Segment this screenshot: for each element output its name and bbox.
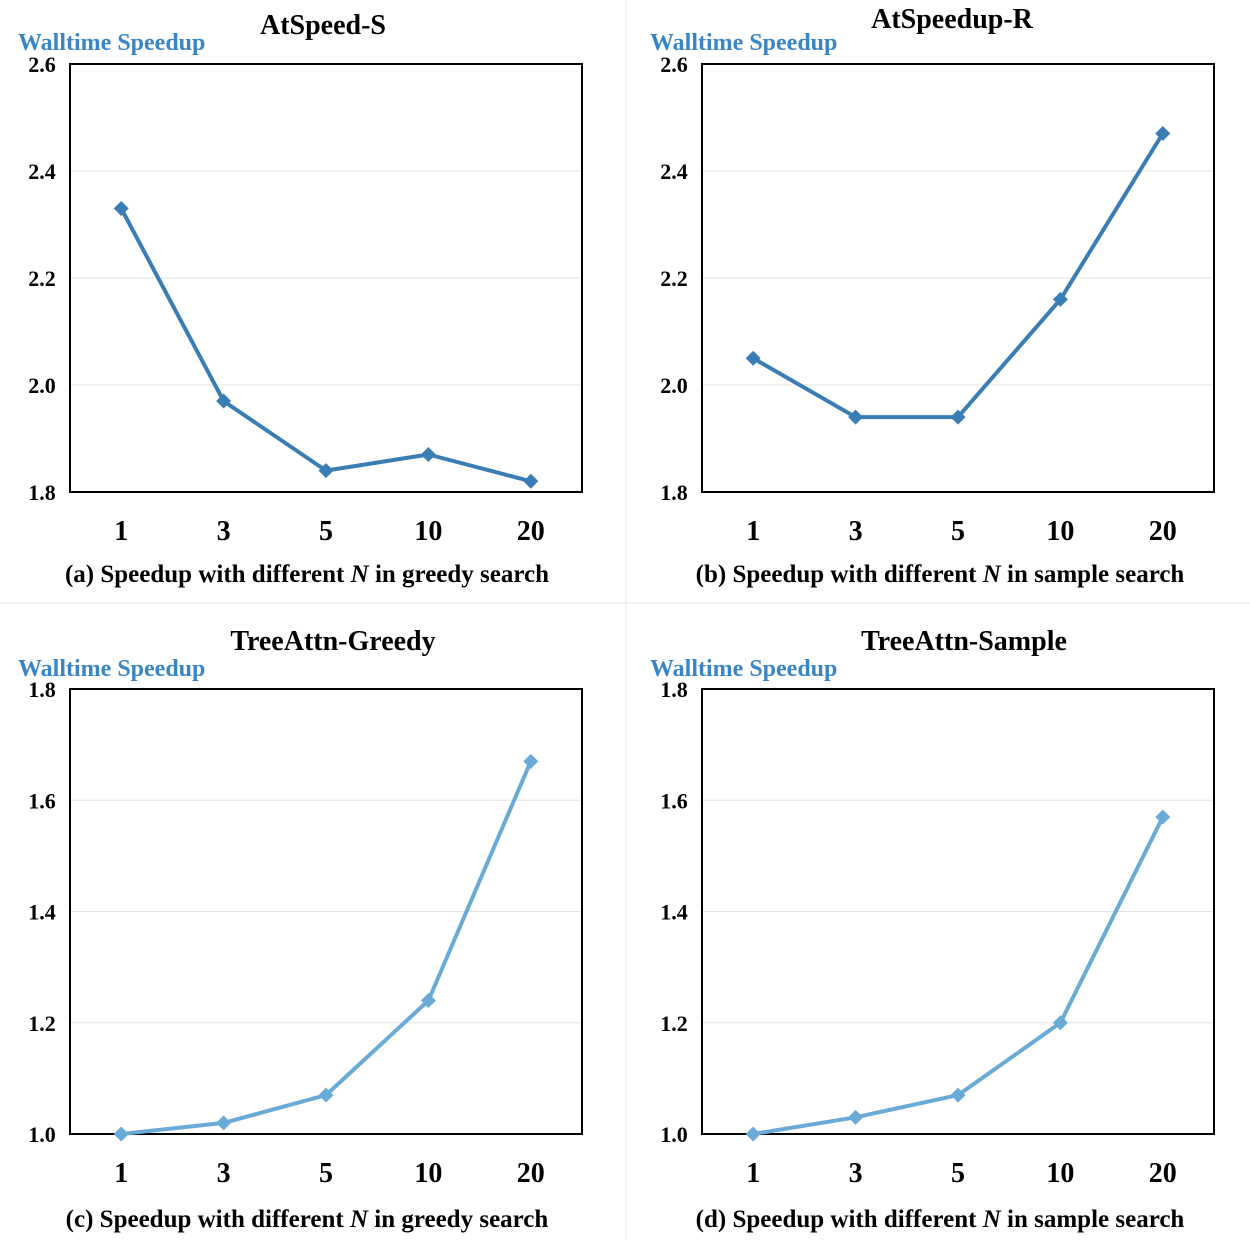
data-point <box>745 1126 761 1142</box>
y-tick-label: 1.8 <box>28 677 56 702</box>
y-tick-label: 2.2 <box>660 266 688 291</box>
y-tick-label: 1.4 <box>660 900 688 925</box>
x-tick-label: 5 <box>319 516 333 547</box>
x-tick-label: 5 <box>319 1158 333 1189</box>
x-tick-label: 1 <box>746 1158 760 1189</box>
chart-panels: 1.8 2.0 2.2 2.4 2.6 1 3 5 10 20 AtSpeed-S Walltime … <box>18 4 1215 1233</box>
chart-panel-2: 1.8 2.0 2.2 2.4 2.6 1 3 5 10 20 AtSpeedup-R Walltim… <box>650 4 1215 588</box>
data-point <box>523 753 539 769</box>
data-point <box>113 1126 129 1142</box>
data-point <box>950 409 966 425</box>
data-point <box>318 463 334 479</box>
x-tick-label: 10 <box>414 1158 442 1189</box>
y-tick-label: 1.0 <box>28 1122 56 1147</box>
plot-frame <box>69 63 583 493</box>
x-tick-label: 3 <box>217 516 231 547</box>
y-tick-label: 1.6 <box>28 788 56 813</box>
series-line <box>751 814 1165 1136</box>
x-tick-label: 10 <box>1046 1158 1074 1189</box>
y-tick-label: 1.6 <box>660 788 688 813</box>
chart-title: TreeAttn-Sample <box>861 626 1067 657</box>
data-point <box>950 1087 966 1103</box>
x-tick-label: 20 <box>1149 516 1177 547</box>
data-point <box>745 350 761 366</box>
chart-caption: (d) Speedup with different N in sample s… <box>696 1206 1185 1233</box>
x-tick-label: 5 <box>951 516 965 547</box>
series-line <box>119 759 533 1136</box>
plot-frame <box>701 688 1215 1135</box>
x-tick-label: 20 <box>517 516 545 547</box>
data-point <box>523 473 539 489</box>
data-point <box>318 1087 334 1103</box>
data-point <box>848 409 864 425</box>
x-tick-label: 20 <box>517 1158 545 1189</box>
y-axis-label: Walltime Speedup <box>18 30 205 56</box>
y-tick-label: 2.6 <box>660 52 688 77</box>
chart-caption: (c) Speedup with different N in greedy s… <box>66 1206 549 1233</box>
x-tick-label: 1 <box>746 516 760 547</box>
data-point <box>848 1109 864 1125</box>
y-tick-label: 2.4 <box>660 159 688 184</box>
chart-panel-1: 1.8 2.0 2.2 2.4 2.6 1 3 5 10 20 AtSpeed-S Walltime … <box>18 10 583 588</box>
series-line <box>751 131 1165 420</box>
chart-caption: (b) Speedup with different N in sample s… <box>696 561 1185 588</box>
chart-panel-4: 1.0 1.2 1.4 1.6 1.8 1 3 5 10 20 TreeAttn-Sample Wal… <box>650 626 1215 1233</box>
chart-caption: (a) Speedup with different N in greedy s… <box>65 561 549 588</box>
data-point <box>216 393 232 409</box>
y-tick-label: 1.8 <box>28 480 56 505</box>
data-point <box>1052 1015 1068 1031</box>
data-point <box>216 1115 232 1131</box>
y-tick-label: 1.8 <box>660 480 688 505</box>
x-tick-label: 3 <box>217 1158 231 1189</box>
x-tick-label: 1 <box>114 516 128 547</box>
chart-title: AtSpeedup-R <box>871 4 1034 35</box>
y-axis-label: Walltime Speedup <box>18 656 205 682</box>
y-tick-label: 1.8 <box>660 677 688 702</box>
data-point <box>113 200 129 216</box>
y-tick-label: 1.2 <box>660 1011 688 1036</box>
data-point <box>420 447 436 463</box>
y-tick-label: 2.4 <box>28 159 56 184</box>
y-tick-label: 1.0 <box>660 1122 688 1147</box>
x-tick-label: 10 <box>414 516 442 547</box>
y-tick-label: 2.2 <box>28 266 56 291</box>
x-tick-label: 5 <box>951 1158 965 1189</box>
chart-title: TreeAttn-Greedy <box>230 626 435 657</box>
data-point <box>420 993 436 1008</box>
plot-frame <box>69 688 583 1135</box>
y-tick-label: 2.0 <box>28 373 56 398</box>
y-axis-label: Walltime Speedup <box>650 30 837 56</box>
y-tick-label: 1.4 <box>28 900 56 925</box>
data-point <box>1052 291 1068 307</box>
y-tick-label: 2.6 <box>28 52 56 77</box>
x-tick-label: 3 <box>849 516 863 547</box>
y-tick-label: 2.0 <box>660 373 688 398</box>
y-axis-label: Walltime Speedup <box>650 656 837 682</box>
chart-panel-3: 1.0 1.2 1.4 1.6 1.8 1 3 5 10 20 TreeAttn-Greedy Wal… <box>18 626 583 1233</box>
data-point <box>1155 126 1171 142</box>
y-tick-label: 1.2 <box>28 1011 56 1036</box>
plot-frame <box>701 63 1215 493</box>
x-tick-label: 1 <box>114 1158 128 1189</box>
x-tick-label: 3 <box>849 1158 863 1189</box>
data-point <box>1155 809 1171 825</box>
x-tick-label: 10 <box>1046 516 1074 547</box>
series-line <box>119 206 533 484</box>
chart-title: AtSpeed-S <box>260 10 386 41</box>
x-tick-label: 20 <box>1149 1158 1177 1189</box>
